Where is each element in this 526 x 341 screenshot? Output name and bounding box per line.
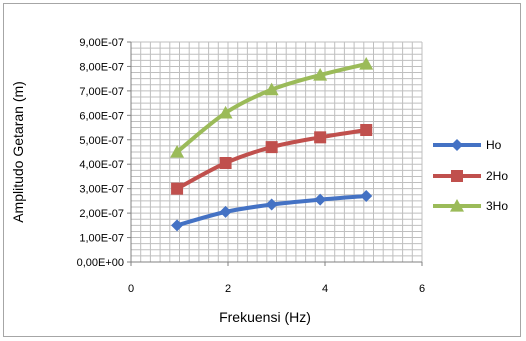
x-tick-label: 2: [225, 283, 231, 295]
y-tick-label: 9,00E-07: [79, 37, 124, 49]
legend-marker-Ho: [451, 139, 463, 151]
data-point-2Ho: [265, 141, 278, 154]
data-point-3Ho: [264, 82, 279, 96]
data-point-Ho: [171, 219, 184, 232]
data-point-2Ho: [219, 157, 232, 169]
x-axis-title: Frekuensi (Hz): [219, 309, 311, 325]
tick-labels: 0,00E+00 1,00E-07 2,00E-07 3,00E-07 4,00E-07…: [77, 37, 425, 295]
y-tick-label: 7,00E-07: [79, 86, 124, 98]
y-tick-label: 1,00E-07: [79, 233, 124, 245]
plot-axes: [127, 41, 423, 266]
y-tick-label: 8,00E-07: [79, 61, 124, 73]
data-point-Ho: [360, 190, 373, 202]
legend-label-Ho: Ho: [486, 138, 502, 152]
legend-label-2Ho: 2Ho: [486, 169, 508, 183]
x-tick-label: 0: [128, 283, 134, 295]
data-point-2Ho: [171, 182, 184, 195]
plot-series: [170, 57, 374, 232]
legend-marker-2Ho: [451, 170, 463, 182]
x-tick-label: 6: [419, 283, 425, 295]
legend: Ho 2Ho 3Ho: [433, 138, 508, 213]
data-point-3Ho: [218, 105, 233, 119]
data-point-Ho: [219, 205, 232, 218]
legend-marker-3Ho: [450, 199, 464, 212]
y-tick-label: 0,00E+00: [77, 257, 124, 269]
y-axis-title: Amplitudo Getaran (m): [10, 81, 26, 223]
data-point-3Ho: [313, 68, 328, 81]
data-point-Ho: [265, 198, 278, 211]
data-point-2Ho: [314, 131, 327, 144]
y-tick-label: 4,00E-07: [79, 159, 124, 171]
y-tick-label: 3,00E-07: [79, 184, 124, 196]
y-tick-label: 2,00E-07: [79, 208, 124, 220]
data-point-Ho: [314, 193, 327, 206]
data-point-3Ho: [359, 57, 374, 70]
y-tick-label: 5,00E-07: [79, 135, 124, 147]
data-point-3Ho: [170, 145, 185, 158]
series-line-3Ho: [175, 62, 367, 154]
series-line-2Ho: [176, 128, 367, 191]
legend-label-3Ho: 3Ho: [486, 199, 508, 213]
x-tick-label: 4: [322, 283, 328, 295]
data-point-2Ho: [360, 124, 373, 136]
y-tick-label: 6,00E-07: [79, 110, 124, 122]
